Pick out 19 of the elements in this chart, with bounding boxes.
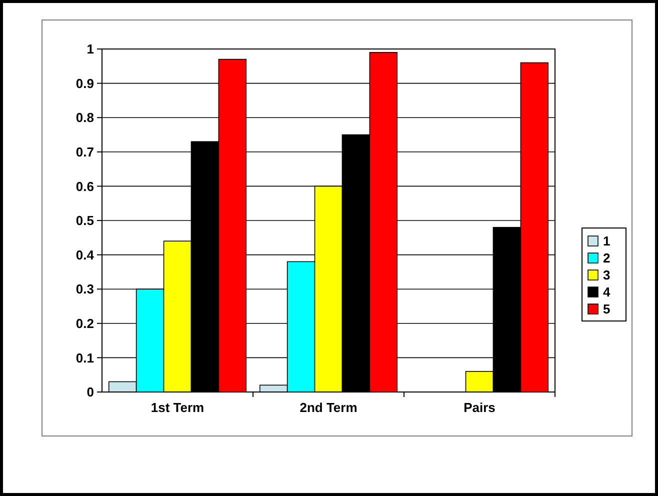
y-tick-label: 0.9 [76, 76, 94, 91]
y-tick-label: 0.5 [76, 213, 94, 228]
y-tick-label: 0.2 [76, 316, 94, 331]
y-tick-label: 0.7 [76, 144, 94, 160]
legend-label: 3 [603, 268, 610, 283]
legend-label: 2 [603, 250, 610, 266]
legend-label: 4 [603, 284, 611, 300]
y-tick-label: 0.4 [76, 247, 95, 262]
x-tick-label: 1st Term [150, 400, 204, 415]
legend-label: 5 [603, 302, 610, 317]
y-tick-label: 0 [86, 384, 94, 400]
y-tick-label: 0.1 [76, 350, 94, 366]
x-tick-label: Pairs [464, 400, 496, 415]
y-tick-label: 1 [86, 42, 94, 57]
y-tick-label: 0.8 [76, 110, 94, 126]
y-tick-label: 0.6 [76, 178, 94, 194]
y-tick-label: 0.3 [76, 282, 94, 297]
x-tick-label: 2nd Term [300, 400, 358, 415]
legend-label: 1 [603, 234, 610, 249]
